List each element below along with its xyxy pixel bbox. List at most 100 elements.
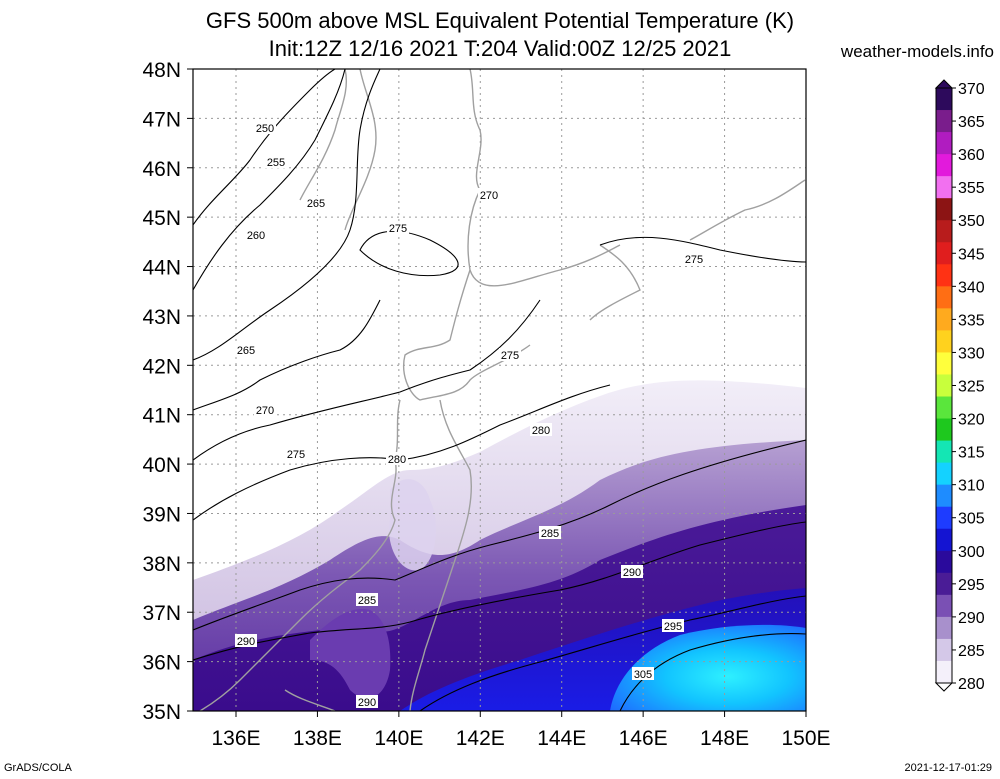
- colorbar-label: 335: [958, 312, 985, 329]
- contour-labels: 250 255 265 260 270 275 275 265 275 270 275 280 280 2…: [235, 121, 705, 709]
- site-credit: weather-models.info: [840, 42, 994, 61]
- latitude-label: 36N: [142, 652, 181, 675]
- contour-label-bg: [356, 695, 378, 708]
- contour-label-bg: [245, 228, 267, 241]
- longitude-label: 136E: [211, 727, 260, 750]
- latitude-label: 47N: [142, 108, 181, 131]
- longitude-label: 142E: [456, 727, 505, 750]
- colorbar-swatch: [936, 220, 952, 243]
- contour-label-bg: [662, 619, 684, 632]
- contour-label-bg: [254, 403, 276, 416]
- colorbar-swatch: [936, 110, 952, 133]
- chart-subtitle: Init:12Z 12/16 2021 T:204 Valid:00Z 12/2…: [268, 36, 732, 61]
- colorbar-swatch: [936, 594, 952, 618]
- colorbar-label: 330: [958, 345, 985, 362]
- contour-label-bg: [305, 196, 327, 209]
- colorbar-swatch: [936, 638, 952, 662]
- colorbar-swatch: [936, 176, 952, 199]
- contour-label: 270: [480, 190, 498, 202]
- colorbar-label: 370: [958, 81, 985, 98]
- colorbar-swatch: [936, 308, 952, 331]
- colorbar-label: 310: [958, 478, 985, 495]
- chart-title: GFS 500m above MSL Equivalent Potential …: [205, 8, 795, 33]
- footer-credit: GrADS/COLA: [4, 762, 72, 774]
- colorbar-label: 365: [958, 114, 985, 131]
- colorbar-swatch: [936, 396, 952, 420]
- contour-label: 250: [256, 123, 274, 135]
- colorbar-label: 355: [958, 180, 985, 197]
- latitude-label: 48N: [142, 59, 181, 82]
- colorbar-label: 360: [958, 147, 985, 164]
- colorbar-swatch: [936, 352, 952, 375]
- colorbar-top-arrow: [934, 79, 954, 89]
- contour-label: 265: [237, 345, 255, 357]
- contour-label: 255: [267, 157, 285, 169]
- latitude-label: 45N: [142, 207, 181, 230]
- colorbar-bottom-arrow: [934, 682, 954, 692]
- colorbar-swatch: [936, 484, 952, 508]
- contour-label-bg: [285, 447, 307, 460]
- latitude-label: 41N: [142, 405, 181, 428]
- colorbar-swatch: [936, 374, 952, 398]
- contour-label: 290: [358, 697, 376, 709]
- colorbar: 370 365 360 355 350 345 340 335 330 325 320 315 310 3…: [934, 79, 985, 693]
- colorbar-swatch: [936, 88, 952, 111]
- latitude-labels: 48N 47N 46N 45N 44N 43N 42N 41N 40N 39N 38N 37N 36N 3…: [142, 59, 193, 724]
- contour-label-bg: [530, 423, 552, 436]
- contour-label-bg: [254, 121, 276, 134]
- colorbar-swatch: [936, 242, 952, 265]
- contour-label-bg: [356, 593, 378, 606]
- contour-label: 280: [532, 425, 550, 437]
- contour-label-bg: [235, 343, 257, 356]
- contour-label-bg: [683, 252, 705, 265]
- colorbar-label: 325: [958, 379, 985, 396]
- colorbar-swatch: [936, 330, 952, 353]
- contour-label-bg: [632, 667, 654, 680]
- colorbar-swatch: [936, 616, 952, 640]
- contour-label: 275: [685, 254, 703, 266]
- contour-label: 295: [664, 621, 682, 633]
- longitude-label: 146E: [619, 727, 668, 750]
- colorbar-swatch: [936, 462, 952, 486]
- latitude-label: 44N: [142, 257, 181, 280]
- contour-label: 285: [358, 595, 376, 607]
- contour-label: 260: [247, 230, 265, 242]
- colorbar-swatch: [936, 550, 952, 574]
- colorbar-swatch: [936, 572, 952, 596]
- colorbar-swatch: [936, 264, 952, 287]
- contour-label: 275: [287, 449, 305, 461]
- shade-tohoku: [389, 479, 436, 571]
- latitude-label: 38N: [142, 553, 181, 576]
- contour-label-bg: [478, 188, 500, 201]
- colorbar-label: 315: [958, 445, 985, 462]
- shaded-field: 250 255 265 260 270 275 275 265 275 270 275 280 280 2…: [193, 69, 806, 711]
- colorbar-swatch: [936, 418, 952, 442]
- colorbar-label: 320: [958, 412, 985, 429]
- contour-label-bg: [235, 634, 257, 647]
- contour-label: 285: [541, 528, 559, 540]
- latitude-label: 43N: [142, 306, 181, 329]
- contour-label: 270: [256, 405, 274, 417]
- longitude-label: 144E: [537, 727, 586, 750]
- longitude-label: 140E: [374, 727, 423, 750]
- latitude-label: 46N: [142, 158, 181, 181]
- colorbar-label: 345: [958, 246, 985, 263]
- colorbar-label: 305: [958, 511, 985, 528]
- latitude-label: 39N: [142, 503, 181, 526]
- longitude-label: 138E: [293, 727, 342, 750]
- footer-timestamp: 2021-12-17-01:29: [904, 762, 992, 774]
- longitude-labels: 136E 138E 140E 142E 144E 146E 148E 150E: [211, 711, 831, 750]
- colorbar-label: 290: [958, 610, 985, 627]
- contour-label: 265: [307, 198, 325, 210]
- contour-label-bg: [265, 155, 287, 168]
- contour-label-bg: [387, 221, 409, 234]
- contour-label: 275: [501, 350, 519, 362]
- colorbar-label: 300: [958, 544, 985, 561]
- colorbar-label: 280: [958, 676, 985, 693]
- colorbar-swatch: [936, 286, 952, 309]
- colorbar-label: 285: [958, 643, 985, 660]
- colorbar-label: 350: [958, 213, 985, 230]
- contour-label: 290: [623, 567, 641, 579]
- colorbar-swatch: [936, 528, 952, 552]
